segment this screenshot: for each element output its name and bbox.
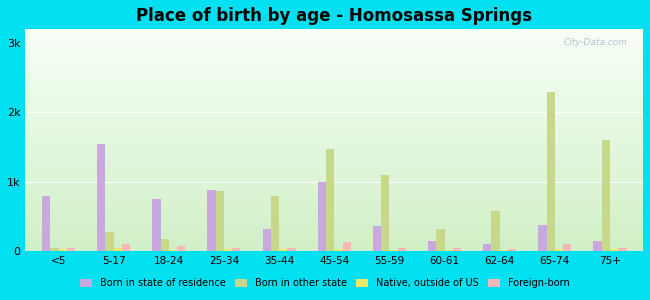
- Bar: [326, 148, 334, 251]
- Bar: [610, 250, 618, 251]
- Bar: [207, 190, 216, 251]
- Bar: [152, 199, 161, 251]
- Bar: [453, 248, 461, 251]
- Bar: [67, 248, 75, 251]
- Bar: [318, 182, 326, 251]
- Bar: [216, 191, 224, 251]
- Bar: [593, 241, 602, 251]
- Bar: [42, 196, 50, 251]
- Bar: [618, 248, 627, 251]
- Bar: [334, 249, 343, 251]
- Bar: [232, 248, 240, 251]
- Bar: [373, 226, 381, 251]
- Bar: [563, 244, 571, 251]
- Bar: [398, 248, 406, 251]
- Bar: [287, 248, 296, 251]
- Title: Place of birth by age - Homosassa Springs: Place of birth by age - Homosassa Spring…: [136, 7, 532, 25]
- Bar: [122, 244, 130, 251]
- Bar: [263, 229, 271, 251]
- Bar: [279, 249, 287, 251]
- Bar: [97, 144, 105, 251]
- Bar: [343, 242, 351, 251]
- Bar: [161, 239, 169, 251]
- Bar: [224, 249, 232, 251]
- Bar: [500, 250, 508, 251]
- Bar: [114, 248, 122, 251]
- Bar: [555, 249, 563, 251]
- Bar: [105, 232, 114, 251]
- Bar: [508, 249, 516, 251]
- Bar: [538, 225, 547, 251]
- Bar: [50, 248, 58, 251]
- Bar: [271, 196, 279, 251]
- Bar: [389, 250, 398, 251]
- Bar: [436, 229, 445, 251]
- Bar: [483, 244, 491, 251]
- Bar: [445, 250, 453, 251]
- Bar: [547, 92, 555, 251]
- Bar: [602, 140, 610, 251]
- Bar: [491, 211, 500, 251]
- Text: City-Data.com: City-Data.com: [564, 38, 628, 47]
- Legend: Born in state of residence, Born in other state, Native, outside of US, Foreign-: Born in state of residence, Born in othe…: [77, 274, 573, 292]
- Bar: [58, 249, 67, 251]
- Bar: [169, 250, 177, 251]
- Bar: [428, 241, 436, 251]
- Bar: [177, 246, 185, 251]
- Bar: [381, 175, 389, 251]
